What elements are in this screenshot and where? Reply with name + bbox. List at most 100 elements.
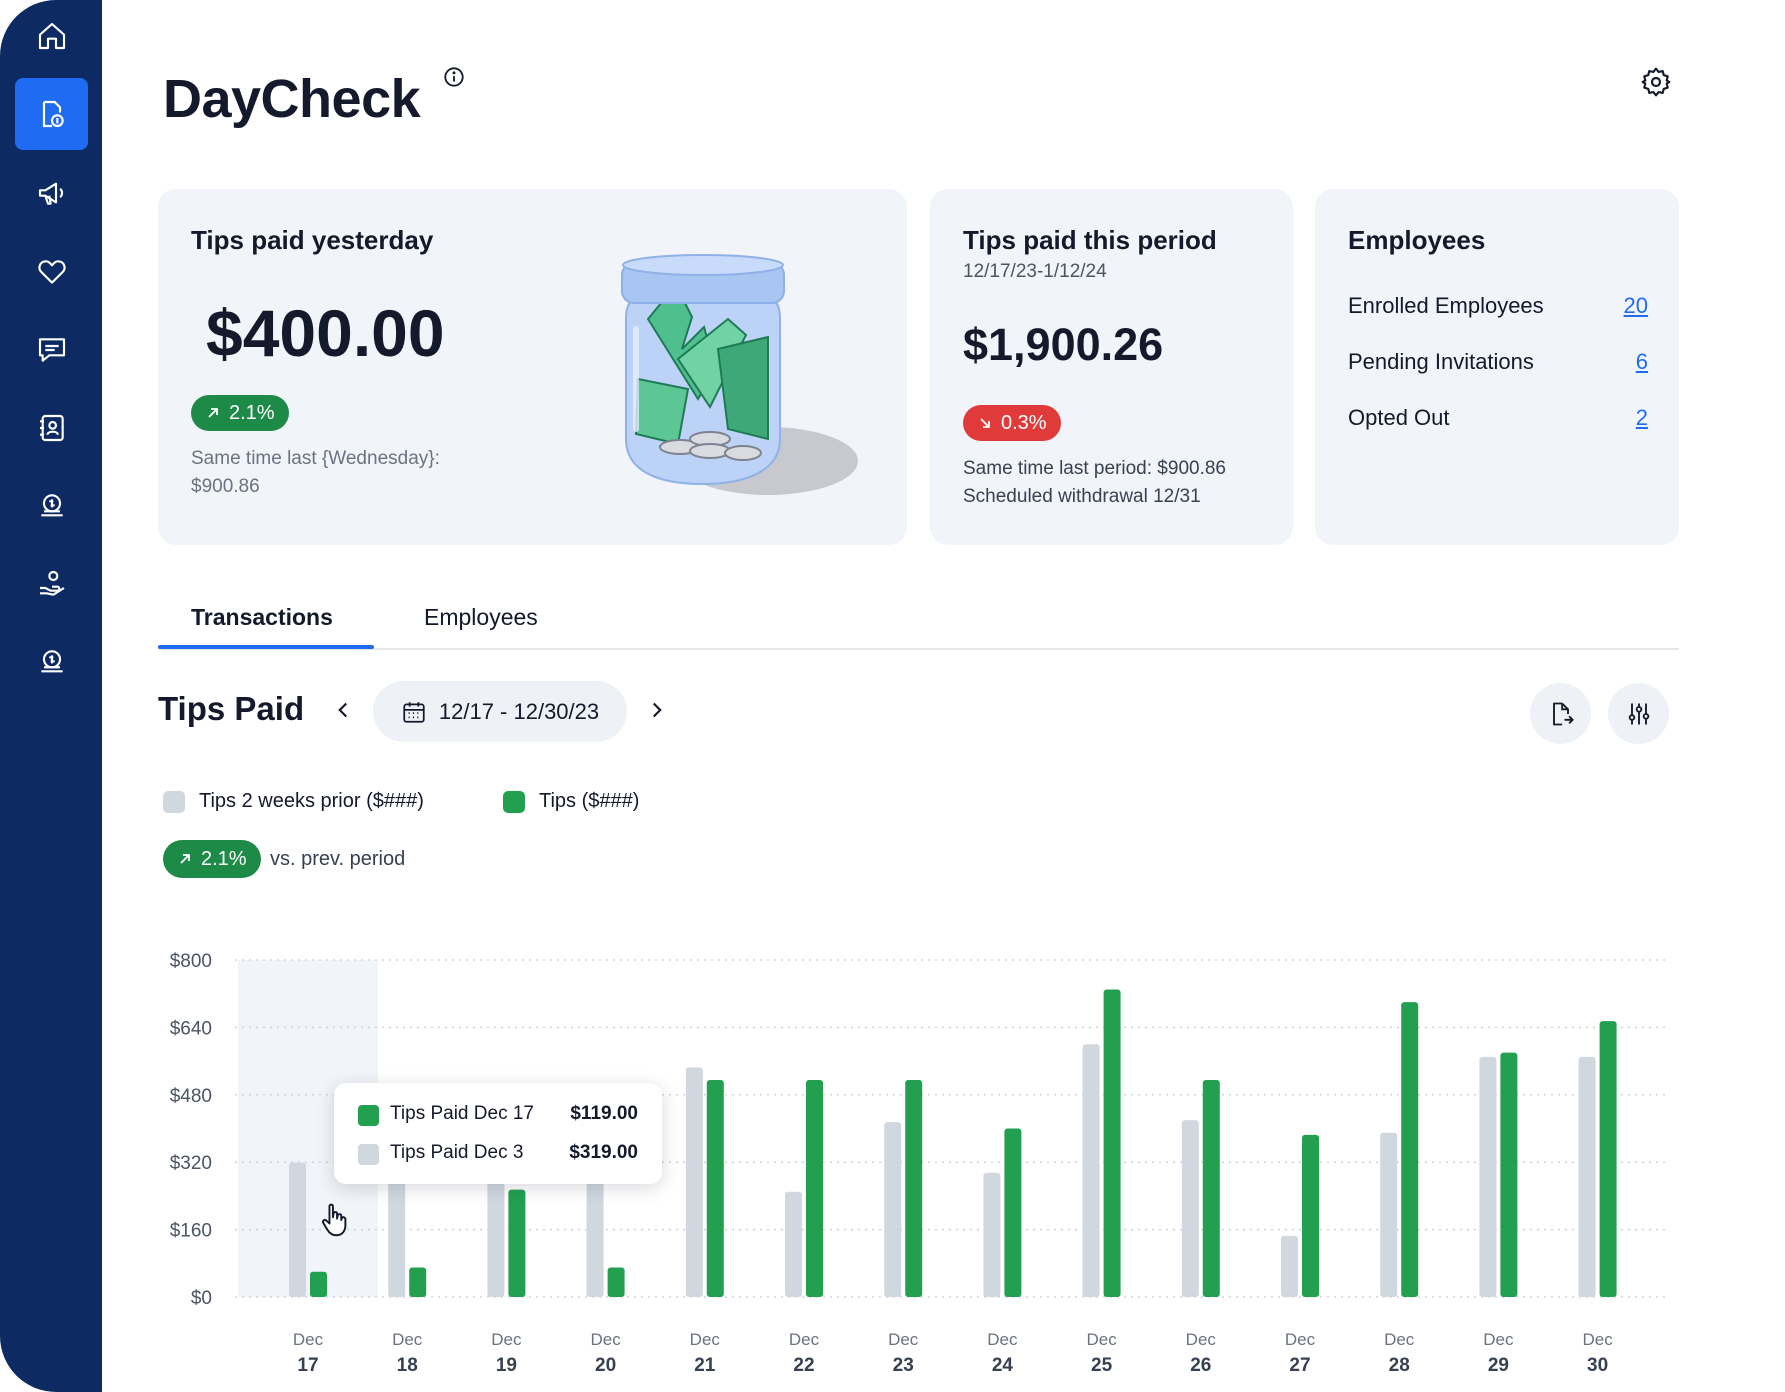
legend-swatch-tips — [503, 790, 525, 813]
tips-period-card: Tips paid this period 12/17/23-1/12/24 $… — [930, 189, 1293, 545]
change-badge: 0.3% — [963, 405, 1061, 441]
x-tick-month: Dec — [293, 1330, 324, 1349]
bar-tips[interactable] — [905, 1080, 923, 1297]
export-button[interactable] — [1530, 683, 1591, 744]
arrow-up-right-icon — [208, 408, 218, 418]
x-tick-month: Dec — [1582, 1330, 1613, 1349]
pointer-hand-icon — [322, 1203, 347, 1237]
y-tick-label: $160 — [170, 1221, 212, 1242]
x-tick-month: Dec — [987, 1330, 1018, 1349]
nav-messages[interactable] — [15, 314, 88, 386]
bar-prior[interactable] — [487, 1170, 505, 1297]
arrow-down-right-icon — [980, 418, 990, 428]
tooltip-row-tips: Tips Paid Dec 17 $119.00 — [358, 1103, 638, 1129]
filter-button[interactable] — [1608, 683, 1669, 744]
chevron-left-icon[interactable] — [330, 697, 356, 723]
date-range-picker[interactable]: 12/17 - 12/30/23 — [373, 681, 627, 742]
tab-transactions[interactable]: Transactions — [191, 604, 333, 630]
y-tick-label: $640 — [170, 1018, 212, 1039]
page-title: DayCheck — [163, 69, 421, 129]
bar-prior[interactable] — [586, 1174, 604, 1297]
bar-prior[interactable] — [289, 1162, 306, 1297]
x-tick-day: 17 — [297, 1355, 318, 1376]
legend-swatch-prior — [163, 790, 185, 813]
chart-tooltip: Tips Paid Dec 17 $119.00 Tips Paid Dec 3… — [334, 1083, 662, 1184]
bar-tips[interactable] — [607, 1267, 625, 1297]
bar-prior[interactable] — [884, 1122, 902, 1297]
x-tick-month: Dec — [1186, 1330, 1217, 1349]
bar-tips[interactable] — [706, 1080, 724, 1297]
period-range: 12/17/23-1/12/24 — [963, 261, 1107, 282]
nav-benefits[interactable] — [15, 548, 88, 620]
change-value: 0.3% — [1001, 411, 1047, 434]
x-tick-month: Dec — [590, 1330, 621, 1349]
bar-tips[interactable] — [1401, 1002, 1419, 1297]
x-tick-month: Dec — [888, 1330, 919, 1349]
contacts-icon — [39, 414, 64, 442]
tooltip-label: Tips Paid Dec 3 — [390, 1142, 524, 1163]
legend-prior: Tips 2 weeks prior ($###) — [163, 790, 424, 813]
nav-earnings[interactable] — [15, 626, 88, 698]
tooltip-label: Tips Paid Dec 17 — [390, 1103, 534, 1124]
nav-wellness[interactable] — [15, 236, 88, 308]
enrolled-count-link[interactable]: 20 — [1623, 293, 1648, 318]
nav-tips[interactable] — [15, 78, 88, 150]
arrow-up-right-icon — [180, 854, 190, 864]
bar-tips[interactable] — [508, 1189, 526, 1297]
bar-prior[interactable] — [1380, 1132, 1398, 1297]
bar-tips[interactable] — [1302, 1134, 1319, 1297]
bar-tips[interactable] — [1004, 1128, 1022, 1298]
nav-announcements[interactable] — [15, 157, 88, 229]
bar-tips[interactable] — [1599, 1021, 1617, 1297]
tips-yesterday-card: Tips paid yesterday $400.00 2.1% Same ti… — [158, 189, 907, 545]
x-tick-month: Dec — [1384, 1330, 1415, 1349]
bar-prior[interactable] — [388, 1179, 406, 1297]
change-value: 2.1% — [229, 401, 275, 424]
bar-prior[interactable] — [1082, 1044, 1100, 1297]
bar-prior[interactable] — [1281, 1235, 1298, 1297]
employee-row-pending: Pending Invitations 6 — [1348, 349, 1648, 379]
opted-out-count-link[interactable]: 2 — [1635, 405, 1648, 430]
x-tick-day: 22 — [793, 1355, 814, 1376]
nav-payouts[interactable] — [15, 470, 88, 542]
x-tick-month: Dec — [789, 1330, 820, 1349]
date-range-text: 12/17 - 12/30/23 — [438, 698, 600, 724]
bar-tips[interactable] — [1202, 1080, 1220, 1297]
dollar-coin-icon — [40, 494, 63, 517]
bar-tips[interactable] — [806, 1080, 823, 1297]
employees-card: Employees Enrolled Employees 20 Pending … — [1315, 189, 1679, 545]
section-title: Tips Paid — [158, 690, 305, 727]
x-tick-day: 25 — [1091, 1355, 1113, 1376]
y-tick-label: $0 — [191, 1288, 212, 1309]
legend-label: Tips ($###) — [539, 790, 640, 812]
x-tick-month: Dec — [1086, 1330, 1117, 1349]
bar-tips[interactable] — [1500, 1052, 1518, 1297]
bar-prior[interactable] — [1479, 1056, 1497, 1297]
y-tick-label: $480 — [170, 1086, 212, 1107]
bar-prior[interactable] — [1578, 1056, 1596, 1297]
comparison-text: Same time last {Wednesday}: $900.86 — [191, 445, 531, 501]
tooltip-value: $319.00 — [569, 1142, 638, 1163]
pending-count-link[interactable]: 6 — [1635, 349, 1648, 374]
x-tick-day: 21 — [694, 1355, 716, 1376]
bar-prior[interactable] — [1181, 1120, 1199, 1297]
nav-home[interactable] — [15, 0, 88, 72]
bar-tips[interactable] — [1103, 989, 1121, 1297]
bar-tips[interactable] — [310, 1271, 327, 1297]
bar-prior[interactable] — [685, 1067, 703, 1297]
tooltip-swatch-prior — [358, 1144, 379, 1165]
bar-tips[interactable] — [409, 1267, 427, 1297]
nav-directory[interactable] — [15, 392, 88, 464]
chevron-right-icon[interactable] — [644, 697, 670, 723]
bar-prior[interactable] — [785, 1191, 802, 1297]
home-icon — [38, 22, 65, 50]
x-tick-month: Dec — [1285, 1330, 1316, 1349]
employee-row-enrolled: Enrolled Employees 20 — [1348, 293, 1648, 323]
period-details: Same time last period: $900.86 Scheduled… — [963, 455, 1226, 511]
bar-prior[interactable] — [983, 1172, 1001, 1297]
gear-icon[interactable] — [1640, 66, 1672, 98]
tab-employees[interactable]: Employees — [424, 604, 538, 630]
vs-change-badge: 2.1% — [163, 840, 261, 878]
info-icon[interactable] — [443, 66, 465, 88]
employee-row-opted-out: Opted Out 2 — [1348, 405, 1648, 435]
